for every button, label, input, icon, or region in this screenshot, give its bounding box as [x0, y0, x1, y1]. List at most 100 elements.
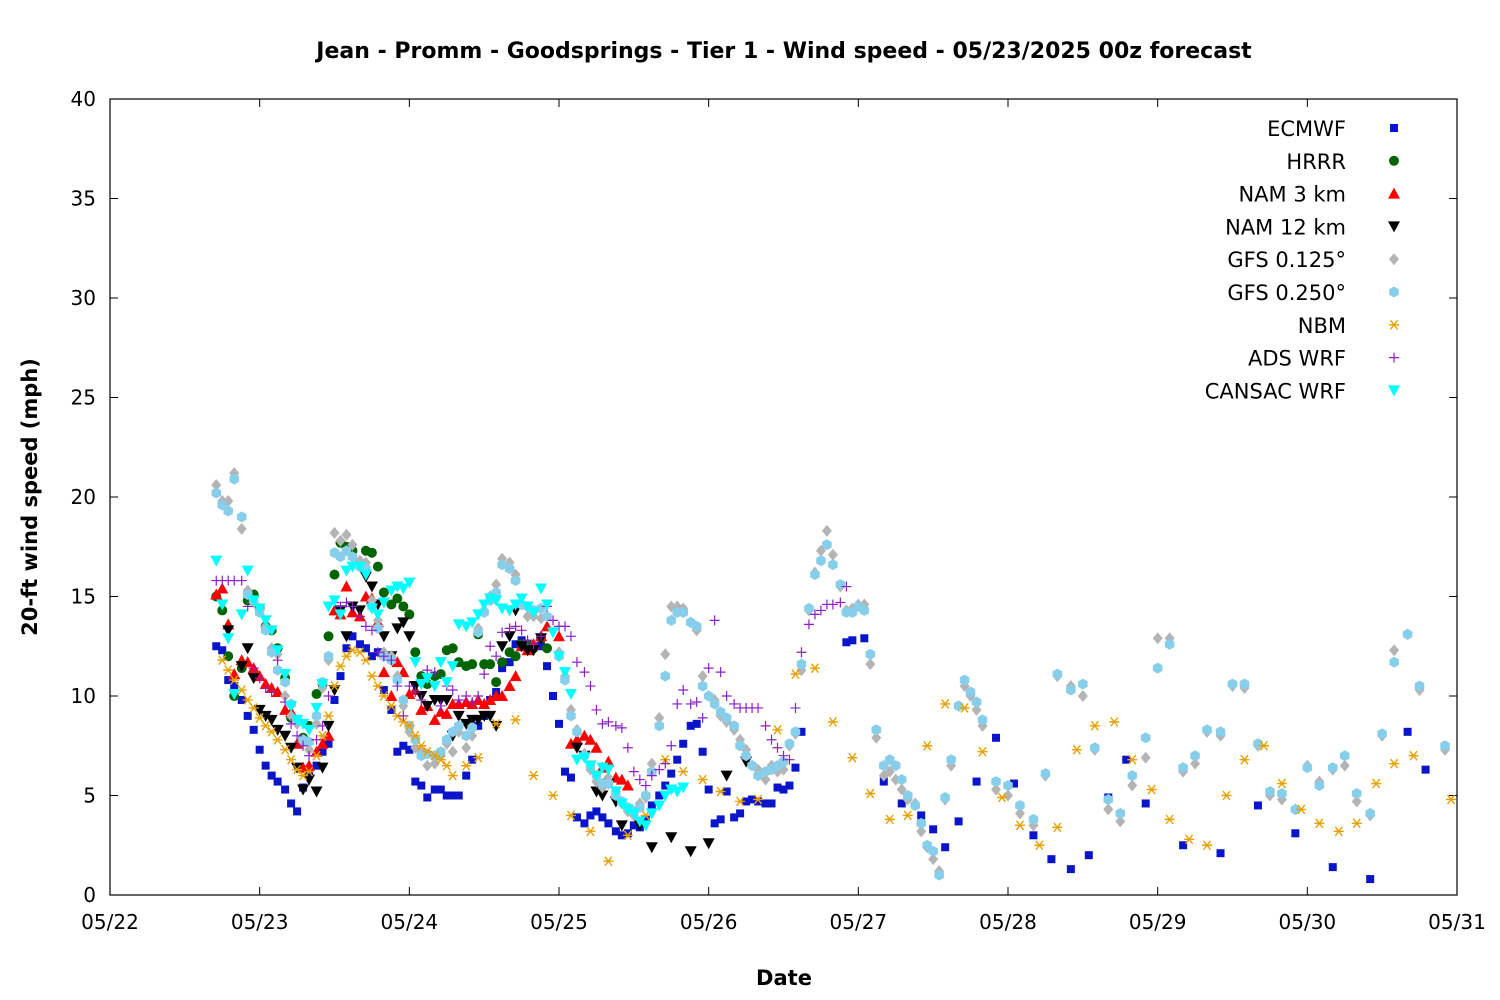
data-point: [691, 696, 702, 707]
data-point: [521, 601, 534, 613]
data-point: [1328, 863, 1337, 872]
data-point: [1009, 779, 1018, 788]
data-point: [323, 631, 334, 642]
data-point: [230, 682, 239, 691]
data-point: [286, 754, 297, 765]
data-point: [272, 664, 283, 676]
data-point: [1140, 751, 1151, 764]
data-point: [434, 657, 447, 669]
data-point: [473, 626, 483, 638]
data-point: [1352, 788, 1362, 799]
data-point: [405, 745, 414, 754]
data-point: [655, 791, 664, 800]
data-point: [297, 718, 310, 730]
data-point: [615, 773, 628, 785]
data-point: [347, 551, 358, 563]
data-point: [334, 609, 347, 621]
data-point: [1178, 762, 1188, 774]
data-point: [447, 685, 458, 696]
data-point: [860, 634, 869, 643]
data-point: [977, 746, 988, 757]
data-point: [1084, 851, 1093, 860]
data-point: [377, 666, 390, 678]
data-point: [940, 699, 951, 709]
data-point: [454, 791, 463, 800]
data-point: [347, 601, 358, 612]
data-point: [393, 747, 402, 756]
data-point: [335, 534, 346, 547]
data-point: [312, 761, 321, 770]
data-point: [972, 777, 981, 786]
data-point: [324, 739, 333, 748]
data-point: [217, 655, 228, 666]
data-point: [729, 720, 739, 732]
data-point: [615, 820, 628, 832]
data-point: [1377, 728, 1387, 740]
data-point: [772, 724, 783, 735]
data-point: [452, 710, 465, 722]
data-point: [697, 670, 708, 683]
data-point: [1034, 840, 1045, 851]
data-point: [318, 747, 327, 756]
data-point: [330, 695, 339, 704]
data-point: [698, 747, 707, 756]
data-point: [654, 720, 664, 732]
data-point: [598, 813, 607, 822]
x-tick-label: 05/24: [381, 910, 439, 934]
y-tick-label: 40: [71, 87, 96, 111]
data-point: [542, 610, 552, 622]
data-point: [678, 606, 688, 618]
data-point: [510, 651, 521, 662]
data-point: [1314, 780, 1325, 791]
data-point: [1221, 790, 1232, 801]
data-point: [715, 667, 726, 678]
data-point: [891, 760, 901, 772]
data-point: [653, 800, 666, 812]
data-point: [641, 815, 650, 824]
data-point: [322, 720, 335, 732]
data-point: [778, 756, 789, 768]
data-point: [1003, 780, 1013, 791]
data-point: [316, 737, 329, 749]
data-point: [1179, 841, 1188, 850]
data-point: [1190, 757, 1201, 770]
data-point: [865, 648, 876, 660]
data-point: [398, 694, 409, 706]
data-point: [272, 655, 283, 666]
data-point: [367, 652, 376, 661]
data-point: [1402, 628, 1413, 640]
data-point: [543, 662, 552, 671]
data-point: [660, 670, 670, 682]
chart-title: Jean - Promm - Goodsprings - Tier 1 - Wi…: [314, 39, 1252, 64]
data-point: [461, 691, 472, 701]
data-point: [736, 809, 745, 818]
data-point: [835, 579, 846, 591]
x-tick-label: 05/22: [81, 910, 139, 934]
data-point: [679, 739, 688, 748]
data-point: [1090, 742, 1100, 754]
data-point: [448, 791, 457, 800]
y-tick-label: 15: [71, 585, 96, 609]
data-point: [1052, 668, 1063, 680]
data-point: [590, 741, 603, 753]
data-point: [1052, 822, 1063, 833]
data-point: [753, 702, 764, 713]
data-point: [222, 633, 235, 645]
data-point: [505, 658, 514, 667]
data-point: [378, 651, 389, 662]
data-point: [291, 714, 304, 726]
data-point: [1003, 789, 1013, 802]
data-point: [1389, 758, 1400, 769]
x-tick-label: 05/23: [231, 910, 289, 934]
data-point: [236, 575, 247, 586]
data-point: [454, 720, 464, 732]
data-point: [254, 712, 265, 723]
data-point: [1115, 807, 1125, 819]
data-point: [461, 741, 472, 754]
data-point: [259, 615, 272, 627]
data-point: [504, 623, 515, 634]
data-point: [709, 698, 720, 710]
data-point: [634, 774, 645, 785]
data-point: [536, 631, 547, 642]
data-point: [1276, 778, 1287, 789]
